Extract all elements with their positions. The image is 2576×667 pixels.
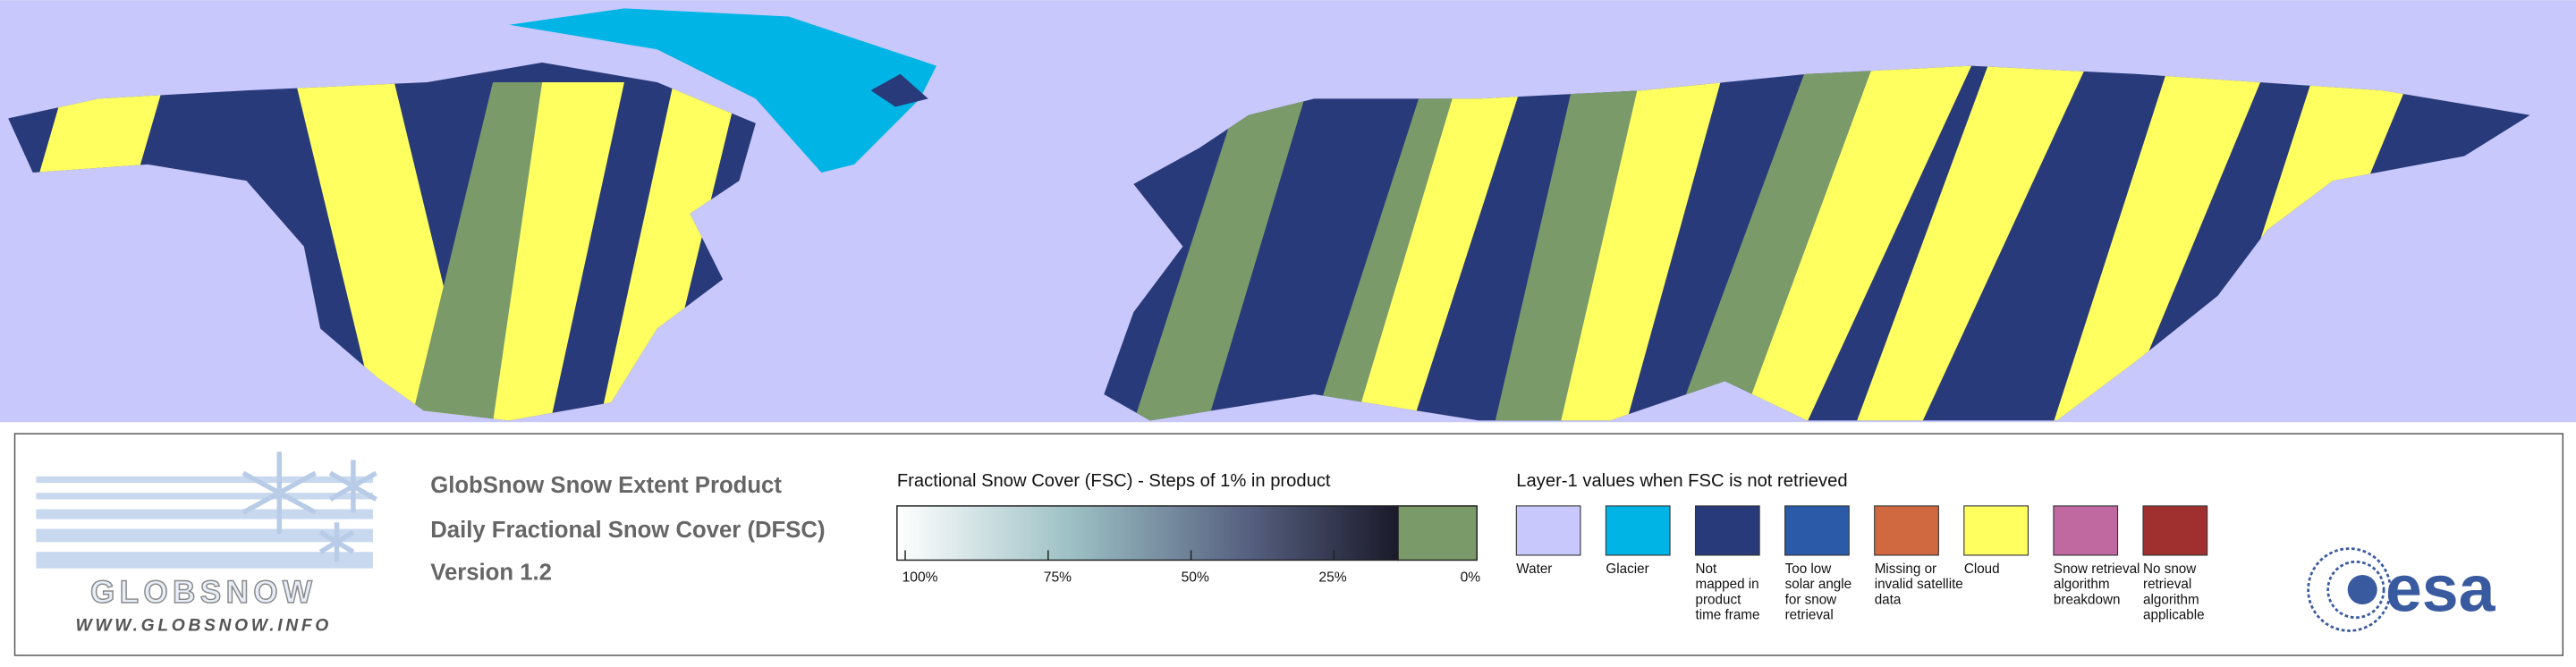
class-label: for snow: [1785, 592, 1838, 607]
class-label: retrieval: [1785, 607, 1834, 622]
class-swatch: [2142, 505, 2208, 556]
class-label: Cloud: [1964, 561, 2000, 577]
class-label: retrieval: [2143, 577, 2191, 592]
fsc-tick-label: 25%: [1318, 570, 1346, 585]
class-label: algorithm: [2054, 577, 2110, 592]
greenland: [509, 8, 936, 173]
class-swatch: [1963, 505, 2029, 556]
class-label: algorithm: [2143, 592, 2199, 607]
class-label: Not: [1696, 561, 1717, 577]
class-swatch: [1515, 505, 1581, 556]
class-label: time frame: [1696, 607, 1760, 622]
class-label: invalid satellite: [1875, 577, 1963, 592]
class-swatch: [2053, 505, 2119, 556]
product-subtitle: Daily Fractional Snow Cover (DFSC): [430, 518, 825, 543]
logo: GLOBSNOW WWW.GLOBSNOW.INFO: [36, 452, 377, 635]
map: [0, 0, 2576, 423]
class-label: Missing or: [1875, 561, 1936, 577]
logo-url: WWW.GLOBSNOW.INFO: [76, 616, 332, 635]
class-swatch: [1694, 505, 1760, 556]
land: [8, 62, 2530, 421]
class-label: data: [1875, 592, 1902, 607]
class-label: Too low: [1785, 561, 1833, 577]
class-label: breakdown: [2054, 592, 2121, 607]
esa-logo: esa: [2307, 547, 2496, 632]
class-label: mapped in: [1696, 577, 1759, 592]
class-swatch: [1605, 505, 1671, 556]
fsc-zero: [1397, 505, 1478, 561]
layer1-title: Layer-1 values when FSC is not retrieved: [1516, 471, 1847, 491]
class-swatch: [1874, 505, 1939, 556]
product-version: Version 1.2: [430, 561, 552, 586]
greenland-core: [870, 73, 928, 107]
fsc-tick-label: 0%: [1461, 570, 1481, 585]
class-swatch: [1784, 505, 1850, 556]
fsc-tick-label: 50%: [1182, 570, 1209, 585]
fsc-ticks: 100% 75% 50% 25% 0%: [902, 550, 1481, 585]
class-label: solar angle: [1785, 577, 1852, 592]
class-label: Snow retrieval: [2054, 561, 2140, 577]
fsc-title: Fractional Snow Cover (FSC) - Steps of 1…: [897, 471, 1331, 491]
fsc-tick-label: 75%: [1044, 570, 1072, 585]
esa-text: esa: [2385, 551, 2496, 625]
logo-name: GLOBSNOW: [90, 575, 317, 610]
product-title: GlobSnow Snow Extent Product: [430, 473, 782, 498]
fsc-gradient: [896, 505, 1399, 561]
fsc-tick-label: 100%: [902, 570, 938, 585]
class-label: Glacier: [1606, 561, 1648, 577]
class-label: Water: [1516, 561, 1552, 577]
class-label: No snow: [2143, 561, 2197, 577]
class-label: product: [1696, 592, 1742, 607]
class-label: applicable: [2143, 607, 2205, 622]
